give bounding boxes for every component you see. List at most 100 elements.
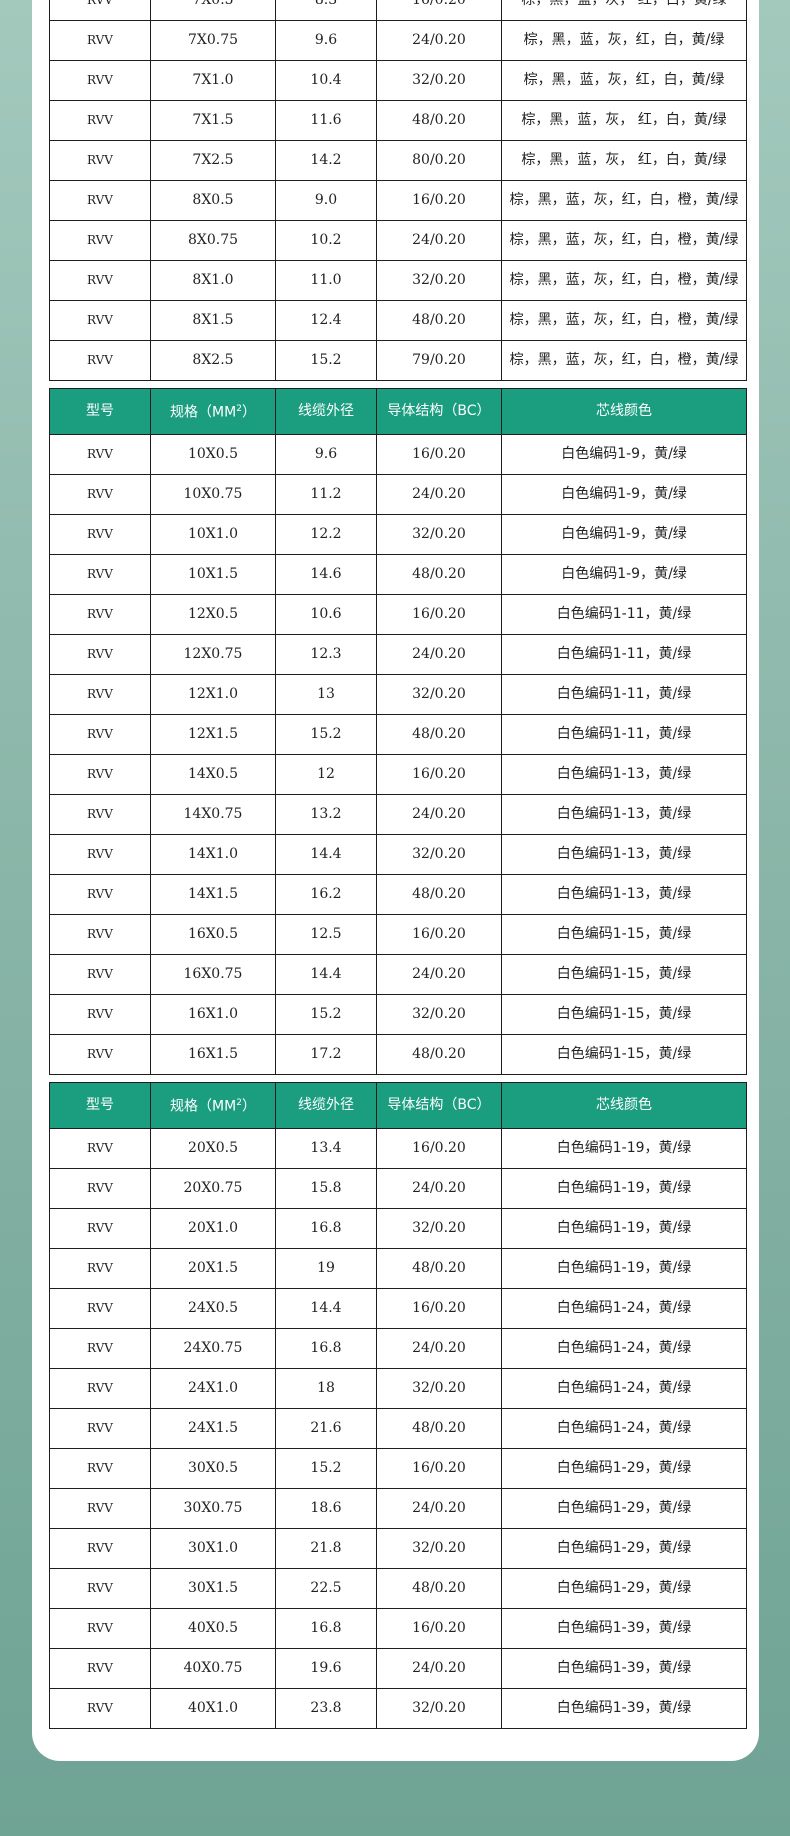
cell-outer-diameter: 14.6 [275,554,377,595]
cell-core-color: 白色编码1-24，黄/绿 [501,1408,747,1449]
header-core-color: 芯线颜色 [501,1082,747,1129]
cell-outer-diameter: 15.2 [275,340,377,381]
cell-conductor: 16/0.20 [376,1288,502,1329]
cell-outer-diameter: 18.6 [275,1488,377,1529]
cell-core-color: 棕，黑，蓝，灰，红，白，橙，黄/绿 [501,340,747,381]
cell-spec: 7X2.5 [150,140,276,181]
cell-model: RVV [49,554,151,595]
cell-outer-diameter: 9.6 [275,434,377,475]
cell-model: RVV [49,1408,151,1449]
cell-model: RVV [49,594,151,635]
cell-spec: 14X1.5 [150,874,276,915]
cell-core-color: 棕，黑，蓝，灰， 红，白，黄/绿 [501,140,747,181]
cell-conductor: 32/0.20 [376,1368,502,1409]
table-row: RVV 24X1.0 18 32/0.20 白色编码1-24，黄/绿 [49,1368,747,1409]
cell-spec: 40X1.0 [150,1688,276,1729]
table-row: RVV 20X1.0 16.8 32/0.20 白色编码1-19，黄/绿 [49,1208,747,1249]
cell-core-color: 棕，黑，蓝，灰，红，白，黄/绿 [501,60,747,101]
cell-conductor: 16/0.20 [376,914,502,955]
table-row: RVV 12X1.0 13 32/0.20 白色编码1-11，黄/绿 [49,674,747,715]
cell-core-color: 白色编码1-29，黄/绿 [501,1488,747,1529]
header-model: 型号 [49,388,151,435]
table-row: RVV 14X1.5 16.2 48/0.20 白色编码1-13，黄/绿 [49,874,747,915]
cell-model: RVV [49,1328,151,1369]
cell-spec: 20X1.5 [150,1248,276,1289]
cell-outer-diameter: 13.2 [275,794,377,835]
cell-conductor: 32/0.20 [376,674,502,715]
header-outer-diameter: 线缆外径 [275,388,377,435]
cell-core-color: 棕，黑，蓝，灰，红，白，橙，黄/绿 [501,220,747,261]
cell-conductor: 48/0.20 [376,1248,502,1289]
table-row: RVV 12X0.75 12.3 24/0.20 白色编码1-11，黄/绿 [49,634,747,675]
cell-spec: 20X1.0 [150,1208,276,1249]
table-row: RVV 20X1.5 19 48/0.20 白色编码1-19，黄/绿 [49,1248,747,1289]
cell-outer-diameter: 12 [275,754,377,795]
cell-outer-diameter: 14.4 [275,834,377,875]
cell-spec: 14X0.75 [150,794,276,835]
table-row: RVV 24X1.5 21.6 48/0.20 白色编码1-24，黄/绿 [49,1408,747,1449]
cell-core-color: 白色编码1-39，黄/绿 [501,1688,747,1729]
cell-outer-diameter: 9.6 [275,20,377,61]
cell-conductor: 24/0.20 [376,794,502,835]
spec-table-2: 型号 规格（MM2） 线缆外径 导体结构（BC） 芯线颜色 RVV 10X0.5 9.6 16/… [49,388,747,1075]
cell-spec: 16X0.5 [150,914,276,955]
cell-outer-diameter: 19.6 [275,1648,377,1689]
cell-spec: 12X1.5 [150,714,276,755]
cell-outer-diameter: 21.8 [275,1528,377,1569]
table-row: RVV 30X1.0 21.8 32/0.20 白色编码1-29，黄/绿 [49,1528,747,1569]
spec-table-1: RVV 7X0.5 8.3 16/0.20 棕，黑，蓝，灰， 红，白，黄/绿 RVV 7X0… [49,0,747,381]
cell-outer-diameter: 12.4 [275,300,377,341]
table-row: RVV 20X0.5 13.4 16/0.20 白色编码1-19，黄/绿 [49,1128,747,1169]
table-row: RVV 14X0.75 13.2 24/0.20 白色编码1-13，黄/绿 [49,794,747,835]
cell-conductor: 24/0.20 [376,1648,502,1689]
cell-spec: 10X1.0 [150,514,276,555]
cell-outer-diameter: 10.2 [275,220,377,261]
cell-model: RVV [49,340,151,381]
cell-model: RVV [49,1208,151,1249]
cell-spec: 12X0.75 [150,634,276,675]
cell-outer-diameter: 14.4 [275,954,377,995]
cell-conductor: 24/0.20 [376,1328,502,1369]
cell-core-color: 白色编码1-15，黄/绿 [501,954,747,995]
cell-model: RVV [49,754,151,795]
cell-conductor: 24/0.20 [376,634,502,675]
table-row: RVV 10X1.5 14.6 48/0.20 白色编码1-9，黄/绿 [49,554,747,595]
cell-model: RVV [49,1368,151,1409]
cell-outer-diameter: 10.4 [275,60,377,101]
cell-conductor: 24/0.20 [376,1168,502,1209]
cell-spec: 8X1.0 [150,260,276,301]
cell-core-color: 白色编码1-19，黄/绿 [501,1168,747,1209]
cell-conductor: 80/0.20 [376,140,502,181]
table-row: RVV 20X0.75 15.8 24/0.20 白色编码1-19，黄/绿 [49,1168,747,1209]
cell-outer-diameter: 12.2 [275,514,377,555]
cell-spec: 7X0.75 [150,20,276,61]
cell-outer-diameter: 21.6 [275,1408,377,1449]
cell-spec: 30X1.5 [150,1568,276,1609]
cell-model: RVV [49,1034,151,1075]
cell-conductor: 48/0.20 [376,1034,502,1075]
cell-model: RVV [49,1568,151,1609]
table-row: RVV 40X0.75 19.6 24/0.20 白色编码1-39，黄/绿 [49,1648,747,1689]
cell-model: RVV [49,1448,151,1489]
table-row: RVV 16X1.0 15.2 32/0.20 白色编码1-15，黄/绿 [49,994,747,1035]
cell-spec: 20X0.75 [150,1168,276,1209]
cell-outer-diameter: 19 [275,1248,377,1289]
header-conductor: 导体结构（BC） [376,1082,502,1129]
cell-core-color: 白色编码1-29，黄/绿 [501,1448,747,1489]
cell-conductor: 16/0.20 [376,434,502,475]
table-row: RVV 7X0.75 9.6 24/0.20 棕，黑，蓝，灰，红，白，黄/绿 [49,20,747,61]
header-core-color: 芯线颜色 [501,388,747,435]
cell-spec: 24X0.75 [150,1328,276,1369]
table-gap [49,381,746,388]
cell-spec: 16X1.5 [150,1034,276,1075]
cell-outer-diameter: 16.2 [275,874,377,915]
cell-core-color: 白色编码1-19，黄/绿 [501,1128,747,1169]
cell-spec: 16X0.75 [150,954,276,995]
cell-conductor: 32/0.20 [376,60,502,101]
cell-outer-diameter: 13.4 [275,1128,377,1169]
cell-model: RVV [49,434,151,475]
cell-outer-diameter: 8.3 [275,0,377,21]
cell-core-color: 白色编码1-13，黄/绿 [501,874,747,915]
table-row: RVV 7X1.0 10.4 32/0.20 棕，黑，蓝，灰，红，白，黄/绿 [49,60,747,101]
cell-model: RVV [49,1648,151,1689]
